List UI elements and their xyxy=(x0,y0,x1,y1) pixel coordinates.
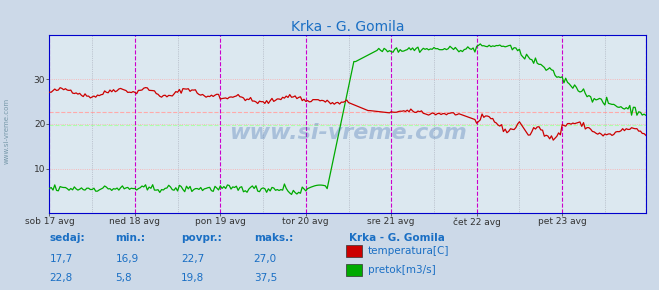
Text: www.si-vreme.com: www.si-vreme.com xyxy=(229,123,467,143)
Text: 16,9: 16,9 xyxy=(115,254,138,264)
Text: 19,8: 19,8 xyxy=(181,273,204,282)
Text: 37,5: 37,5 xyxy=(254,273,277,282)
Text: 17,7: 17,7 xyxy=(49,254,72,264)
Text: 27,0: 27,0 xyxy=(254,254,277,264)
Text: sedaj:: sedaj: xyxy=(49,233,85,243)
Text: 22,7: 22,7 xyxy=(181,254,204,264)
Text: pretok[m3/s]: pretok[m3/s] xyxy=(368,265,436,275)
Text: 5,8: 5,8 xyxy=(115,273,132,282)
Text: www.si-vreme.com: www.si-vreme.com xyxy=(3,97,10,164)
Title: Krka - G. Gomila: Krka - G. Gomila xyxy=(291,20,405,34)
Text: 22,8: 22,8 xyxy=(49,273,72,282)
Text: povpr.:: povpr.: xyxy=(181,233,222,243)
Text: min.:: min.: xyxy=(115,233,146,243)
Text: Krka - G. Gomila: Krka - G. Gomila xyxy=(349,233,445,243)
Text: temperatura[C]: temperatura[C] xyxy=(368,246,449,256)
Text: maks.:: maks.: xyxy=(254,233,293,243)
